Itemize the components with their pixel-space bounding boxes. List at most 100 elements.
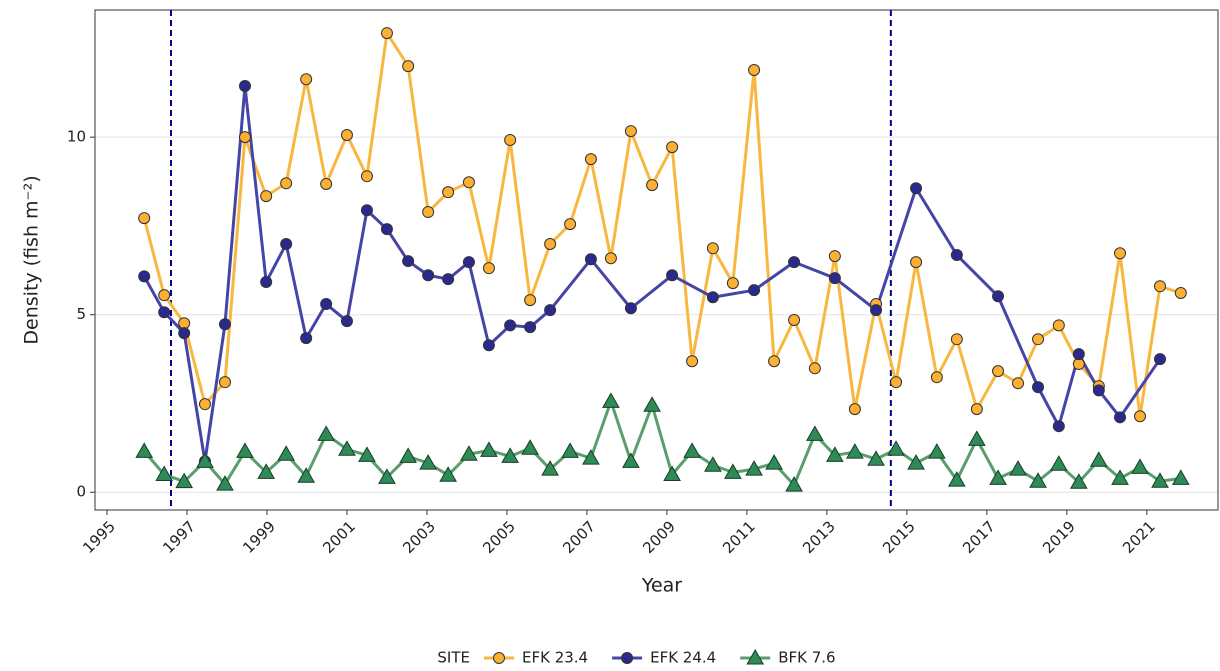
marker [236,442,254,458]
marker [198,398,211,411]
marker [806,425,824,441]
marker [967,430,986,446]
x-tick-label: 1997 [159,517,199,557]
marker [907,454,925,470]
series-line [143,399,1182,487]
marker [561,442,579,458]
marker [748,284,761,297]
marker [970,403,983,416]
y-axis-title: Density (fish m⁻²) [21,175,43,344]
marker [460,445,478,461]
series-line [142,31,1182,418]
marker [218,318,231,331]
marker [765,454,783,470]
marker [1134,410,1147,423]
marker [706,242,719,255]
marker [622,452,640,468]
marker [704,456,722,472]
marker [238,79,251,92]
marker [1114,247,1127,260]
marker [624,302,637,315]
marker [402,255,415,268]
x-tick-label: 1995 [79,517,119,557]
x-tick-label: 2021 [1119,517,1159,557]
marker [848,403,861,416]
marker [788,314,801,327]
marker [158,306,171,319]
marker [1114,411,1127,424]
marker [158,289,171,302]
marker [462,256,475,269]
marker [378,468,396,484]
marker [910,182,923,195]
y-tick-label: 5 [76,305,86,323]
marker [238,131,251,144]
marker [358,446,376,462]
marker [785,476,803,492]
marker [1052,319,1065,332]
marker [624,125,637,138]
marker [524,294,537,307]
marker [1049,455,1068,471]
marker [360,170,373,183]
marker [828,272,841,285]
marker [826,446,844,462]
marker [992,365,1005,378]
marker [175,472,194,489]
marker [280,177,293,190]
marker [989,469,1007,485]
marker [541,460,559,476]
marker [257,463,276,479]
legend-label: EFK 24.4 [650,649,716,667]
marker [422,269,435,282]
marker [544,304,557,317]
marker [910,256,923,269]
marker [1072,348,1085,361]
marker [726,277,739,290]
marker [582,449,600,465]
marker [196,452,214,468]
marker [260,276,273,289]
marker [748,64,761,77]
marker [320,178,333,191]
marker [1052,420,1065,433]
marker [890,376,903,389]
marker [504,319,517,332]
series-line [142,84,1162,463]
marker [887,440,905,456]
marker [1032,381,1045,394]
x-tick-label: 2007 [559,517,599,557]
plot-border [94,9,1219,511]
marker [1154,280,1167,293]
marker [867,450,885,466]
marker [1029,472,1047,488]
marker [338,440,356,456]
marker [340,129,353,141]
marker [992,290,1005,303]
marker [360,204,373,217]
marker [422,206,435,219]
marker [317,425,336,441]
marker [1151,472,1169,488]
marker [564,218,577,231]
marker [300,73,313,86]
marker [155,465,174,481]
marker [1154,353,1167,366]
marker [300,332,313,345]
marker [1089,451,1108,467]
x-tick-label: 2019 [1039,517,1079,557]
marker [1171,469,1190,485]
y-tick-label: 0 [76,483,86,501]
x-tick-label: 2001 [319,517,359,557]
marker [280,238,293,251]
marker [544,238,557,251]
marker [1111,469,1129,485]
x-tick-label: 1999 [239,517,279,557]
marker [621,652,634,664]
legend-label: BFK 7.6 [778,649,835,667]
marker [788,256,801,269]
marker [1069,473,1088,489]
marker [745,460,763,476]
marker [399,447,418,463]
